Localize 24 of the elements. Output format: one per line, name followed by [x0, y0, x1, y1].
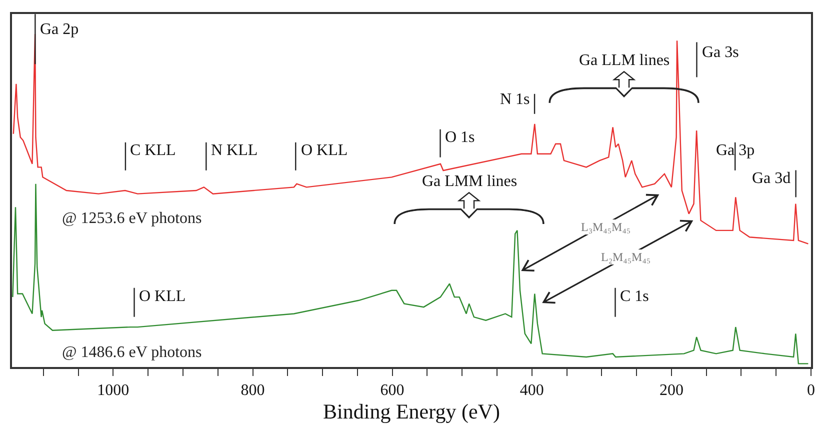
x-tick-label: 1000 — [97, 382, 130, 399]
annotation: C 1s — [620, 288, 649, 305]
annotation: Ga 2p — [40, 21, 79, 38]
series-label: @ 1486.6 eV photons — [62, 344, 202, 361]
series-label: @ 1253.6 eV photons — [62, 210, 202, 227]
annotation: C KLL — [130, 142, 176, 159]
annotation: Ga LMM lines — [422, 173, 518, 190]
annotation: Ga 3p — [716, 142, 755, 159]
x-axis-title: Binding Energy (eV) — [323, 400, 500, 424]
x-tick-label: 200 — [659, 382, 684, 399]
annotation: Ga LLM lines — [579, 52, 670, 69]
annotation: N KLL — [211, 142, 258, 159]
x-tick-label: 0 — [807, 382, 815, 399]
x-tick-label: 600 — [380, 382, 404, 399]
annotation: Ga 3s — [702, 44, 739, 61]
annotation: Ga 3d — [752, 170, 791, 187]
x-tick-label: 400 — [520, 382, 544, 399]
annotation: O KLL — [139, 288, 186, 305]
annotation: O 1s — [445, 129, 475, 146]
x-tick-label: 800 — [240, 382, 265, 399]
annotation: N 1s — [500, 91, 530, 108]
annotation: L₃M₄₅M₄₅ — [581, 220, 631, 234]
annotation: L₂M₄₅M₄₅ — [601, 250, 651, 264]
annotation: O KLL — [301, 142, 348, 159]
